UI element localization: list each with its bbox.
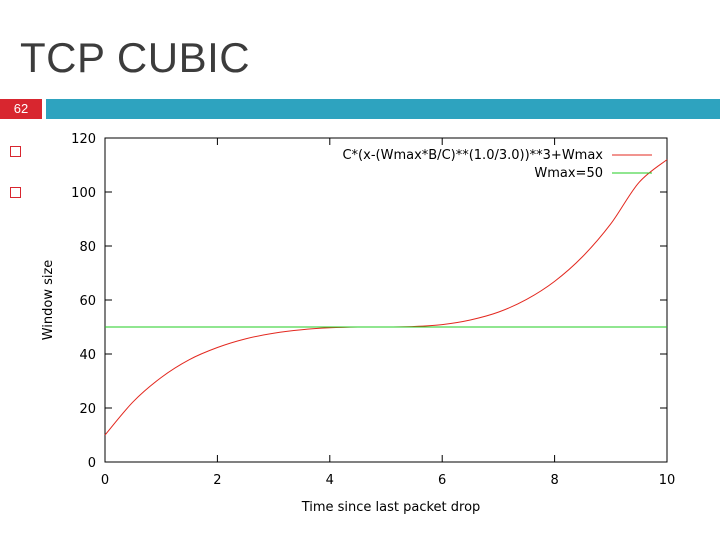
plot-frame: [104, 137, 668, 463]
x-tick-label: 8: [550, 473, 558, 488]
slide-title: TCP CUBIC: [20, 34, 251, 81]
legend-label-1: C*(x-(Wmax*B/C)**(1.0/3.0))**3+Wmax: [342, 148, 603, 163]
y-tick-label: 0: [88, 456, 96, 471]
bullet-square-icon: [10, 187, 21, 198]
slide-number: 62: [0, 99, 42, 119]
x-tick-label: 10: [659, 473, 676, 488]
title-accent-bar: [46, 99, 720, 119]
bullet-square-icon: [10, 146, 21, 157]
x-tick-label: 4: [326, 473, 334, 488]
legend-label-2: Wmax=50: [534, 166, 603, 181]
y-tick-label: 40: [79, 348, 96, 363]
series-line-1: [104, 159, 668, 436]
y-tick-label: 20: [79, 402, 96, 417]
x-tick-label: 6: [438, 473, 446, 488]
y-tick-label: 100: [71, 186, 96, 201]
y-axis-label: Window size: [41, 260, 56, 341]
x-axis-label: Time since last packet drop: [301, 500, 481, 515]
x-tick-label: 0: [101, 473, 109, 488]
x-tick-label: 2: [213, 473, 221, 488]
y-tick-label: 120: [71, 132, 96, 147]
y-tick-label: 60: [79, 294, 96, 309]
y-tick-label: 80: [79, 240, 96, 255]
